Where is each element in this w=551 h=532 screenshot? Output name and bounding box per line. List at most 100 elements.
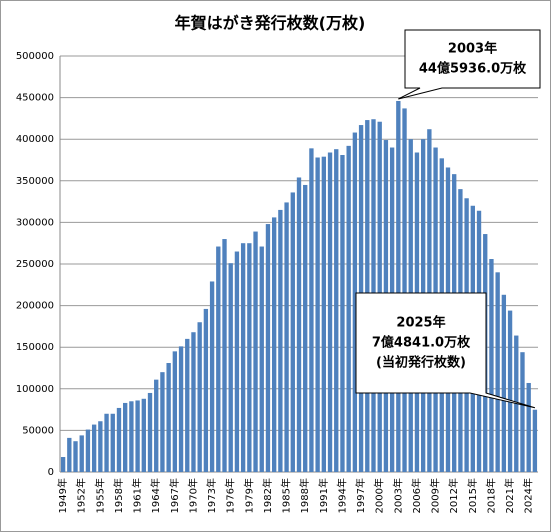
- bar: [495, 272, 500, 472]
- bar: [234, 251, 240, 472]
- bar: [228, 263, 233, 472]
- bar: [209, 281, 215, 472]
- bar: [116, 407, 122, 472]
- bar: [284, 202, 289, 472]
- bar: [73, 441, 78, 472]
- bar: [67, 437, 72, 472]
- bar: [110, 413, 115, 472]
- bar: [129, 401, 134, 472]
- y-tick-label: 50000: [22, 425, 54, 436]
- bar: [141, 398, 146, 472]
- bar: [98, 421, 103, 472]
- x-tick-label: 2012年: [447, 478, 460, 513]
- y-tick-label: 200000: [16, 301, 54, 312]
- bar: [321, 156, 327, 472]
- bar: [197, 322, 202, 472]
- bar: [216, 246, 221, 472]
- x-tick-label: 1979年: [242, 478, 255, 513]
- x-tick-label: 2006年: [410, 478, 423, 513]
- bar: [340, 155, 345, 472]
- bar: [526, 382, 531, 472]
- y-tick-label: 100000: [16, 384, 54, 395]
- bar: [147, 392, 153, 472]
- bar: [271, 217, 277, 472]
- annotation-text: (当初発行枚数): [376, 355, 466, 371]
- bar: [240, 243, 246, 472]
- bar: [172, 351, 178, 472]
- y-tick-label: 150000: [16, 342, 54, 353]
- x-tick-label: 2015年: [466, 478, 479, 513]
- bar: [290, 192, 295, 472]
- annotation-text: 2025年: [396, 315, 445, 331]
- x-tick-label: 1988年: [298, 478, 311, 513]
- bar: [265, 224, 271, 472]
- bar: [315, 157, 320, 472]
- x-tick-label: 1961年: [131, 478, 144, 513]
- bar: [166, 363, 171, 472]
- x-tick-label: 1976年: [224, 478, 237, 513]
- chart-title: 年賀はがき発行枚数(万枚): [175, 14, 366, 33]
- x-tick-label: 1955年: [93, 478, 106, 513]
- x-tick-label: 2003年: [391, 478, 404, 513]
- annotation-text: 44億5936.0万枚: [419, 61, 527, 77]
- bar: [489, 259, 494, 472]
- bar: [178, 346, 184, 472]
- bar: [296, 177, 302, 473]
- x-tick-label: 1991年: [317, 478, 330, 513]
- x-tick-label: 1958年: [112, 478, 125, 513]
- bar: [532, 409, 538, 472]
- x-tick-label: 2021年: [503, 478, 516, 513]
- y-tick-label: 450000: [16, 93, 54, 104]
- bar: [222, 239, 227, 472]
- callout-box: [398, 29, 541, 100]
- bar: [327, 152, 333, 472]
- bar: [79, 435, 84, 472]
- x-tick-label: 2018年: [484, 478, 497, 513]
- bar: [123, 402, 128, 472]
- x-tick-label: 1994年: [335, 478, 348, 513]
- bar: [203, 308, 209, 472]
- y-tick-label: 250000: [16, 259, 54, 270]
- y-tick-label: 300000: [16, 217, 54, 228]
- bar: [501, 294, 507, 472]
- x-tick-label: 1997年: [354, 478, 367, 513]
- bar: [259, 246, 264, 472]
- bar: [396, 100, 401, 472]
- bar: [60, 457, 66, 472]
- x-tick-label: 1964年: [149, 478, 162, 513]
- bar: [303, 184, 308, 472]
- x-tick-label: 1967年: [168, 478, 181, 513]
- bar: [154, 379, 159, 472]
- bar: [334, 149, 339, 472]
- x-tick-label: 2000年: [373, 478, 386, 513]
- x-tick-label: 1970年: [186, 478, 199, 513]
- bar: [309, 148, 314, 473]
- bar: [91, 424, 97, 472]
- bar: [247, 243, 252, 472]
- annotation-text: 2003年: [448, 41, 497, 57]
- x-tick-label: 2024年: [522, 478, 535, 513]
- bar: [185, 338, 190, 472]
- y-tick-label: 400000: [16, 134, 54, 145]
- callout-box: [355, 292, 536, 409]
- bar: [346, 145, 351, 472]
- bar: [278, 209, 283, 473]
- y-tick-label: 350000: [16, 176, 54, 187]
- bar: [520, 352, 525, 472]
- bar: [85, 429, 91, 472]
- x-tick-label: 1952年: [75, 478, 88, 513]
- x-tick-label: 1973年: [205, 478, 218, 513]
- x-tick-label: 2009年: [429, 478, 442, 513]
- bar: [253, 231, 258, 472]
- bar: [402, 108, 407, 472]
- x-tick-label: 1949年: [56, 478, 69, 513]
- bar: [135, 400, 140, 472]
- bar: [104, 413, 109, 472]
- bar: [160, 372, 165, 472]
- bar: [352, 132, 358, 472]
- x-tick-label: 1985年: [280, 478, 293, 513]
- annotation-text: 7億4841.0万枚: [372, 335, 471, 351]
- x-tick-label: 1982年: [261, 478, 274, 513]
- bar: [507, 310, 513, 472]
